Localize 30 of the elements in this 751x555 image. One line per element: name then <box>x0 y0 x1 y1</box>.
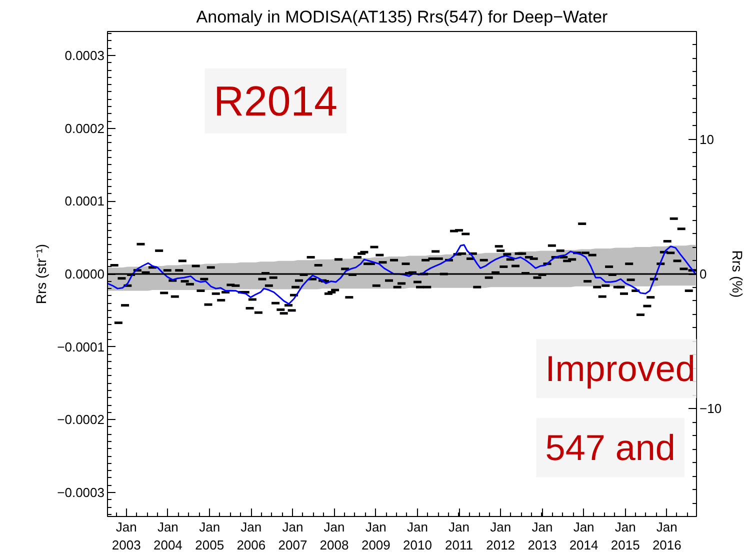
x-tick-label: Jan 2014 <box>569 520 598 552</box>
x-tick-label: Jan 2010 <box>403 520 432 552</box>
x-tick-label: Jan 2004 <box>153 520 182 552</box>
y-tick-label: −0.0002 <box>57 412 105 428</box>
x-tick-label: Jan 2005 <box>195 520 224 552</box>
y-tick-label: 0.0003 <box>64 48 105 64</box>
y-tick-label: 0.0000 <box>64 266 105 282</box>
y-tick-label: −0.0003 <box>57 484 105 500</box>
annotation: R2014 <box>214 77 338 124</box>
annotation: Improved <box>545 348 696 390</box>
x-tick-label: Jan 2006 <box>236 520 266 552</box>
y-tick-label: 0.0001 <box>64 194 105 209</box>
y2-tick-label: 10 <box>700 132 714 147</box>
y-axis-title: Rrs (str⁻¹) <box>33 244 50 304</box>
x-tick-label: Jan 2013 <box>528 520 557 552</box>
y2-tick-label: −10 <box>700 401 722 416</box>
y-tick-label: −0.0001 <box>57 339 105 354</box>
x-tick-label: Jan 2008 <box>320 520 349 552</box>
x-tick-label: Jan 2003 <box>112 520 141 552</box>
chart-title: Anomaly in MODISA(AT135) Rrs(547) for Deep−Water <box>196 8 608 26</box>
y2-tick-label: 0 <box>700 266 707 282</box>
x-tick-label: Jan 2007 <box>278 520 308 552</box>
annotation: 547 and <box>545 427 676 468</box>
x-tick-label: Jan 2009 <box>361 520 390 552</box>
x-tick-label: Jan 2012 <box>486 520 516 552</box>
x-tick-label: Jan 2016 <box>652 520 682 552</box>
x-tick-label: Jan 2011 <box>445 520 474 552</box>
y-tick-label: 0.0002 <box>64 120 105 136</box>
y2-axis-title: Rrs (%) <box>730 250 746 298</box>
x-tick-label: Jan 2015 <box>610 520 640 552</box>
